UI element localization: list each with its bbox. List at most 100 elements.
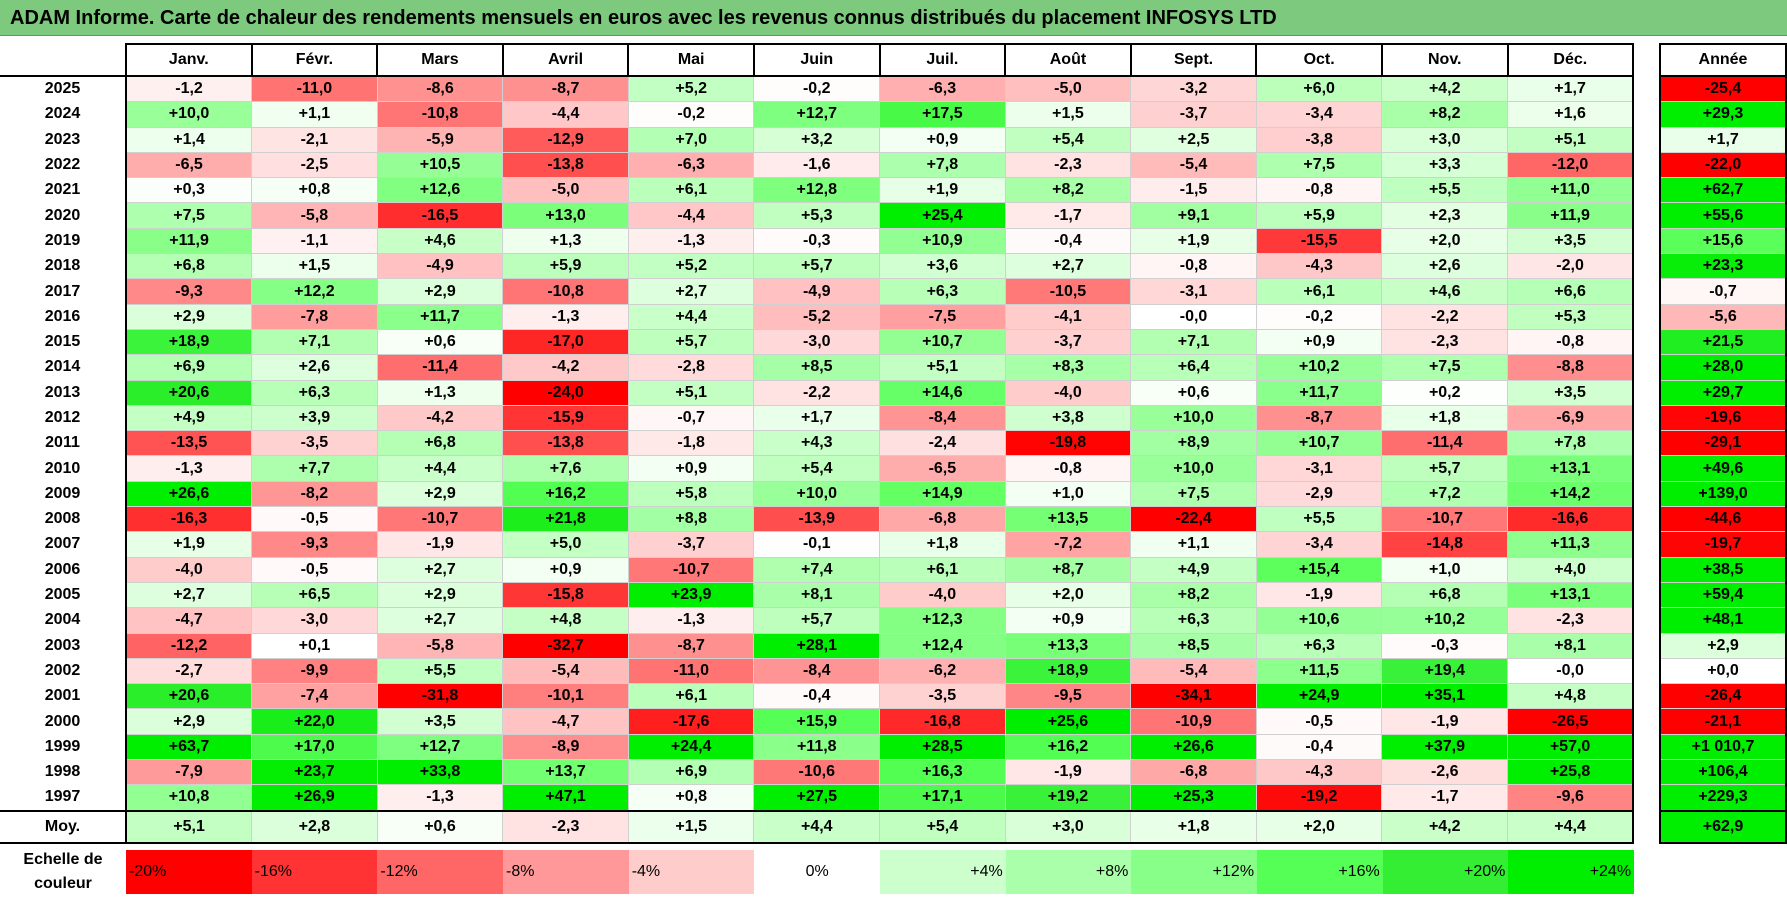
year-label: 2014 — [0, 354, 127, 381]
heatmap-cell: +4,4 — [627, 303, 755, 330]
annual-row: +106,4 — [1659, 759, 1787, 786]
heatmap-cell: +10,7 — [879, 328, 1006, 356]
year-label: 2008 — [0, 506, 127, 532]
heatmap-cell: -4,9 — [376, 253, 504, 280]
heatmap-cell: +24,9 — [1255, 683, 1383, 710]
heatmap-cell: -1,7 — [1004, 202, 1132, 229]
heatmap-cell: -10,7 — [1381, 506, 1509, 533]
heatmap-cell: +5,7 — [753, 607, 881, 634]
average-cell: +0,6 — [376, 810, 504, 844]
heatmap-cell: -4,9 — [753, 278, 881, 305]
heatmap-cell: +15,9 — [753, 708, 881, 735]
heatmap-cell: +3,0 — [1381, 126, 1509, 153]
year-row: 2018 +6,8 +1,5 -4,9 +5,9 +5,2 +5,7 +3,6 +2,7 -0,8… — [0, 253, 1635, 280]
year-label: 2021 — [0, 177, 127, 203]
heatmap-cell: -19,2 — [1255, 784, 1383, 812]
heatmap-cell: +2,0 — [1004, 581, 1132, 609]
month-header: Mai — [627, 43, 755, 77]
heatmap-cell: -13,9 — [753, 506, 881, 533]
year-row: 2025 -1,2 -11,0 -8,6 -8,7 +5,2 -0,2 -6,3 -5,0 -3,… — [0, 75, 1635, 103]
heatmap-cell: +10,9 — [879, 227, 1006, 255]
heatmap-cell: +8,1 — [753, 581, 881, 609]
annual-cell: +59,4 — [1659, 581, 1787, 609]
heatmap-cell: +5,4 — [1004, 126, 1132, 153]
heatmap-cell: -11,0 — [627, 657, 755, 685]
heatmap-cell: +10,0 — [753, 480, 881, 508]
heatmap-cell: +5,5 — [1255, 506, 1383, 533]
heatmap-cell: -6,9 — [1507, 404, 1635, 432]
heatmap-cell: +5,7 — [627, 328, 755, 356]
annual-cell: +48,1 — [1659, 607, 1787, 634]
heatmap-cell: +0,3 — [125, 177, 253, 204]
color-scale-stop: -16% — [251, 850, 378, 894]
heatmap-cell: +3,8 — [1004, 404, 1132, 432]
average-cell: +4,4 — [753, 810, 881, 844]
annual-row: +38,5 — [1659, 556, 1787, 583]
header-corner — [0, 44, 126, 76]
heatmap-cell: +7,2 — [1381, 480, 1509, 508]
annual-cell: -25,4 — [1659, 75, 1787, 103]
year-label: 2012 — [0, 405, 127, 431]
year-row: 2005 +2,7 +6,5 +2,9 -15,8 +23,9 +8,1 -4,0 +2,0 +8… — [0, 581, 1635, 609]
heatmap-cell: +5,1 — [879, 354, 1006, 381]
heatmap-cell: +7,5 — [125, 202, 253, 229]
heatmap-cell: -3,1 — [1130, 278, 1257, 305]
heatmap-cell: -1,7 — [1381, 784, 1509, 812]
heatmap-cell: -2,1 — [251, 126, 378, 153]
color-scale-cells: -20% -16% -12% -8% -4% 0% +4% +8% +12% +16% +20% +2… — [126, 850, 1635, 894]
heatmap-cell: -15,8 — [502, 581, 629, 609]
heatmap-cell: -6,3 — [879, 75, 1006, 103]
heatmap-cell: -12,0 — [1507, 151, 1635, 179]
annual-row: -26,4 — [1659, 683, 1787, 710]
annual-row: +229,3 — [1659, 784, 1787, 812]
year-row: 1999 +63,7 +17,0 +12,7 -8,9 +24,4 +11,8 +28,5 +1… — [0, 733, 1635, 761]
heatmap-cell: +17,5 — [879, 101, 1006, 128]
heatmap-cell: +22,0 — [251, 708, 378, 735]
heatmap-cell: +3,5 — [1507, 227, 1635, 255]
heatmap-cell: -4,2 — [502, 354, 629, 381]
month-header-row: Janv. Févr. Mars Avril Mai Juin Juil. Août Sept.… — [0, 43, 1635, 77]
heatmap-cell: +12,6 — [376, 177, 504, 204]
heatmap-cell: +3,9 — [251, 404, 378, 432]
heatmap-cell: -3,0 — [251, 607, 378, 634]
heatmap-cell: +25,6 — [1004, 708, 1132, 735]
annual-cell: +1 010,7 — [1659, 733, 1787, 761]
heatmap-cell: -10,5 — [1004, 278, 1132, 305]
annual-row: -21,1 — [1659, 708, 1787, 735]
heatmap-cell: +3,2 — [753, 126, 881, 153]
heatmap-cell: +6,1 — [879, 556, 1006, 583]
heatmap-cell: +0,9 — [502, 556, 629, 583]
annual-row: -25,4 — [1659, 75, 1787, 103]
heatmap-cell: +5,5 — [1381, 177, 1509, 204]
heatmap-cell: -1,3 — [627, 227, 755, 255]
heatmap-cell: +6,8 — [376, 430, 504, 457]
year-row: 2015 +18,9 +7,1 +0,6 -17,0 +5,7 -3,0 +10,7 -3,7 +… — [0, 328, 1635, 356]
month-header: Sept. — [1129, 43, 1258, 77]
heatmap-cell: -3,0 — [753, 328, 881, 356]
heatmap-cell: +0,1 — [251, 632, 378, 659]
heatmap-cell: +5,5 — [376, 657, 504, 685]
heatmap-cell: +20,6 — [125, 379, 253, 406]
month-header: Août — [1004, 43, 1132, 77]
heatmap-cell: +3,6 — [879, 253, 1006, 280]
year-label: 2013 — [0, 380, 127, 406]
year-label: 2016 — [0, 304, 127, 330]
annual-row: -22,0 — [1659, 151, 1787, 179]
heatmap-cell: +5,9 — [1255, 202, 1383, 229]
annual-cell: +229,3 — [1659, 784, 1787, 812]
heatmap-cell: +18,9 — [125, 328, 253, 356]
year-row: 2010 -1,3 +7,7 +4,4 +7,6 +0,9 +5,4 -6,5 -0,8 +10,… — [0, 455, 1635, 482]
heatmap-cell: +2,3 — [1381, 202, 1509, 229]
heatmap-cell: -3,2 — [1130, 75, 1257, 103]
year-label: 2010 — [0, 455, 127, 482]
average-cell: +1,8 — [1130, 810, 1257, 844]
heatmap-cell: +5,3 — [753, 202, 881, 229]
month-header: Juil. — [878, 43, 1007, 77]
annual-row: -0,7 — [1659, 278, 1787, 305]
heatmap-cell: -9,9 — [251, 657, 378, 685]
heatmap-cell: -4,1 — [1004, 303, 1132, 330]
year-label: 1998 — [0, 759, 127, 785]
heatmap-cell: +8,3 — [1004, 354, 1132, 381]
month-header: Déc. — [1506, 43, 1635, 77]
annual-row: +62,7 — [1659, 177, 1787, 204]
